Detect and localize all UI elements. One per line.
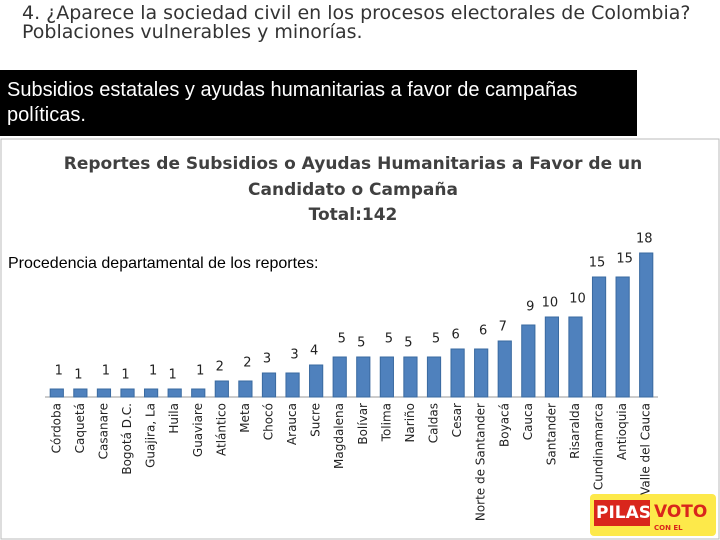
x-tick-label: Arauca	[285, 403, 299, 445]
value-label: 18	[636, 232, 653, 247]
value-label: 15	[589, 256, 606, 271]
bar	[120, 388, 135, 398]
x-tick-label: Risaralda	[568, 403, 582, 459]
x-tick-label: Caquetá	[73, 403, 87, 453]
value-label: 5	[432, 332, 440, 347]
logo: PILAS CON EL VOTO	[590, 494, 716, 536]
highlight-box: Subsidios estatales y ayudas humanitaria…	[0, 70, 637, 136]
x-tick-label: Córdoba	[49, 403, 63, 453]
bar	[238, 380, 253, 398]
value-label: 6	[451, 328, 459, 343]
bar	[426, 356, 442, 398]
x-tick-label: Chocó	[261, 403, 275, 440]
bar	[474, 348, 489, 398]
x-tick-label: Atlántico	[214, 403, 228, 456]
x-tick-label: Nariño	[403, 403, 417, 443]
note: Procedencia departamental de los reporte…	[8, 255, 318, 272]
x-tick-label: Casanare	[96, 403, 110, 459]
logo-main: PILAS	[596, 503, 651, 523]
bar	[544, 316, 560, 398]
note-box	[4, 250, 402, 278]
slide-title: 4. ¿Aparece la sociedad civil en los pro…	[22, 2, 691, 43]
value-label: 3	[263, 352, 271, 367]
value-label: 5	[404, 336, 412, 351]
value-label: 5	[338, 332, 346, 347]
x-tick-label: Sucre	[309, 403, 323, 437]
x-tick-label: Meta	[238, 403, 252, 433]
bar	[615, 276, 630, 398]
value-label: 7	[499, 320, 507, 335]
bar	[96, 388, 112, 398]
bar	[332, 356, 347, 398]
bar	[356, 356, 371, 398]
bar	[521, 324, 536, 398]
bar	[403, 356, 418, 398]
value-label: 2	[216, 360, 224, 375]
x-tick-label: Bolívar	[356, 403, 370, 445]
chart-title: Total:142	[309, 205, 398, 225]
bar	[214, 380, 229, 398]
logo-sub: CON EL	[654, 524, 683, 532]
value-label: 1	[121, 368, 129, 383]
value-label: 10	[569, 292, 586, 307]
bar	[309, 364, 324, 398]
bar	[49, 388, 64, 398]
value-label: 1	[74, 368, 82, 383]
value-label: 1	[102, 364, 110, 379]
bar	[639, 252, 654, 398]
x-tick-label: Cundinamarca	[592, 403, 606, 490]
x-tick-label: Valle del Cauca	[639, 403, 653, 495]
x-tick-label: Santander	[544, 403, 558, 465]
value-label: 1	[149, 364, 157, 379]
x-tick-label: Guaviare	[191, 403, 205, 457]
value-label: 15	[616, 252, 633, 267]
logo-accent: VOTO	[654, 502, 707, 522]
value-label: 9	[526, 300, 534, 315]
value-label: 6	[479, 324, 487, 339]
bar	[261, 372, 277, 398]
value-label: 1	[196, 364, 204, 379]
value-label: 1	[55, 364, 63, 379]
x-tick-label: Cesar	[450, 403, 464, 437]
bar	[143, 388, 159, 398]
x-tick-label: Bogotá D.C.	[120, 403, 134, 475]
logo-box	[594, 500, 650, 526]
value-label: 4	[310, 344, 318, 359]
chart-title: Reportes de Subsidios o Ayudas Humanitar…	[64, 154, 642, 174]
bar	[497, 340, 512, 398]
x-tick-label: Magdalena	[332, 403, 346, 469]
bar	[167, 388, 182, 398]
bar	[73, 388, 88, 398]
x-tick-label: Tolima	[379, 403, 393, 442]
x-tick-label: Caldas	[427, 403, 441, 443]
value-label: 5	[357, 336, 365, 351]
bar	[591, 276, 607, 398]
x-tick-label: Norte de Santander	[474, 403, 488, 521]
value-label: 1	[169, 368, 177, 383]
x-tick-label: Boyacá	[497, 403, 511, 447]
chart-title: Candidato o Campaña	[248, 180, 458, 200]
bar	[191, 388, 206, 398]
x-tick-label: Huila	[167, 403, 181, 434]
x-tick-label: Antioquia	[615, 403, 629, 460]
value-label: 2	[243, 356, 251, 371]
value-label: 3	[290, 348, 298, 363]
bar	[379, 356, 394, 398]
bar	[568, 316, 583, 398]
value-label: 10	[542, 296, 559, 311]
value-label: 5	[385, 332, 393, 347]
bar	[285, 372, 300, 398]
x-tick-label: Cauca	[521, 403, 535, 440]
bar	[450, 348, 465, 398]
x-tick-label: Guajira, La	[144, 403, 158, 468]
